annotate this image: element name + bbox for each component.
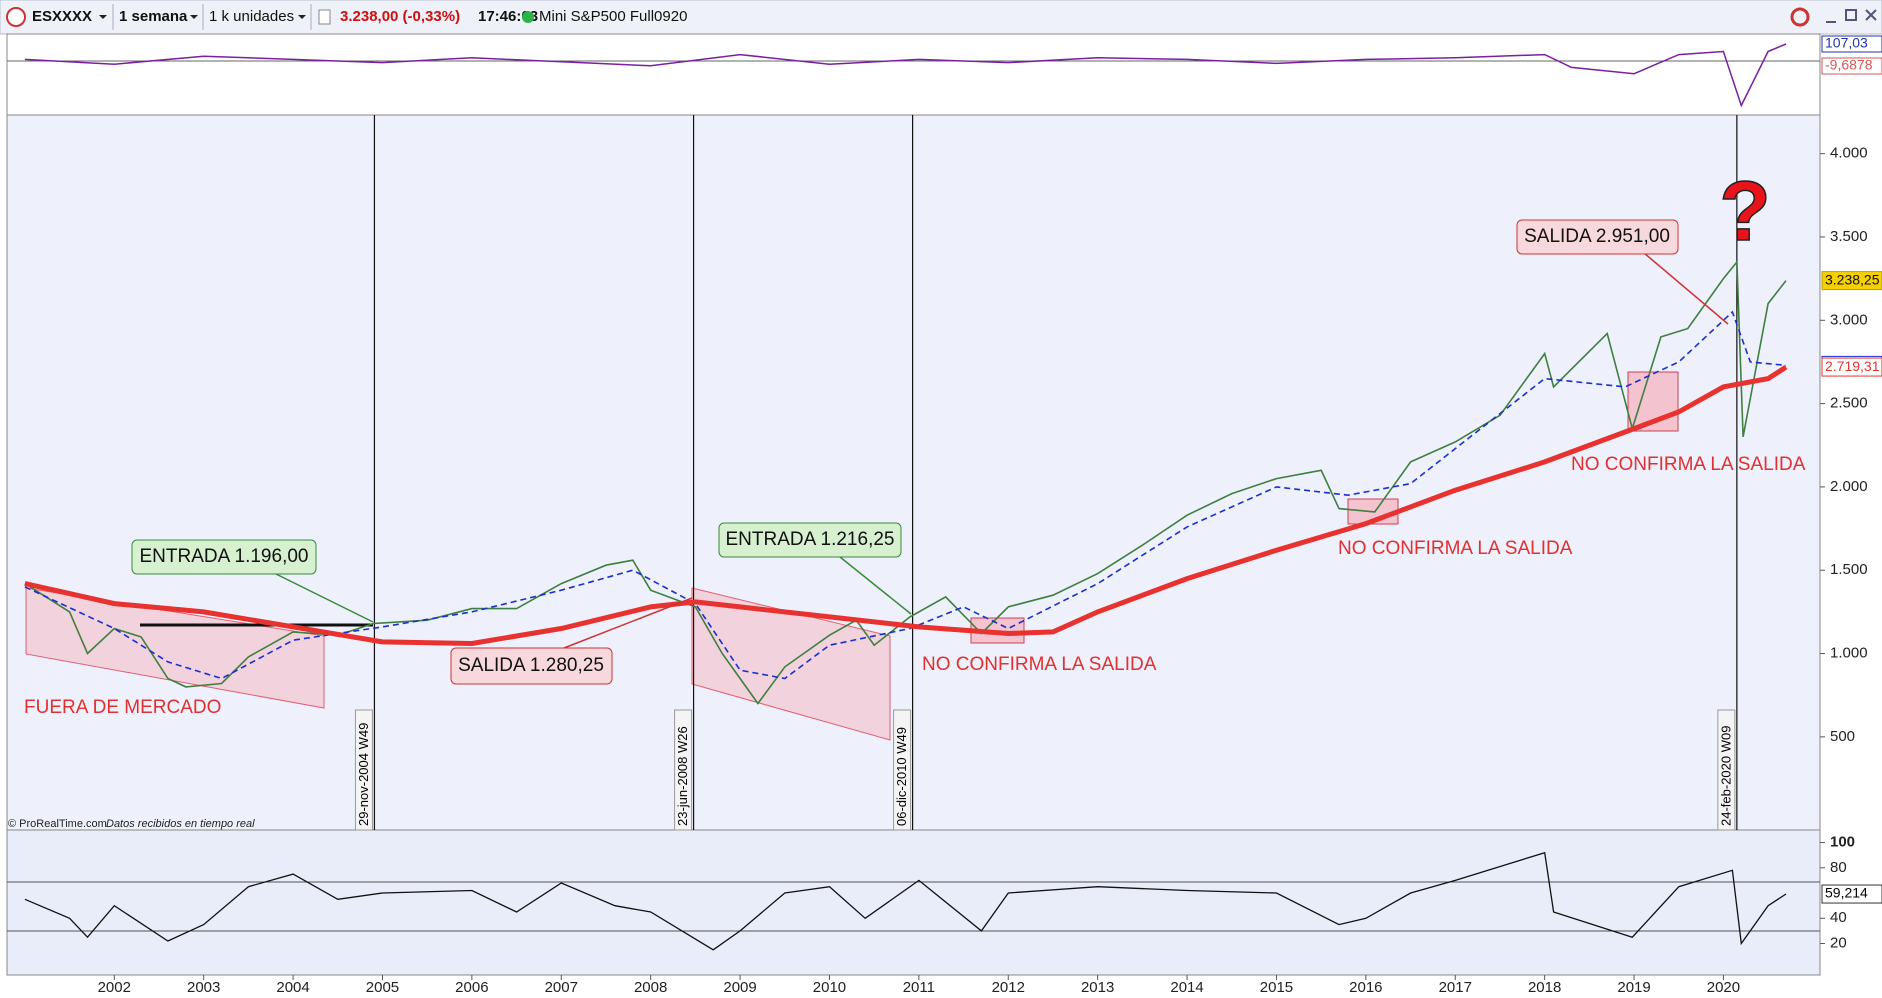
- status-dot: [522, 11, 534, 23]
- last-price: 3.238,00 (-0,33%): [340, 8, 460, 25]
- pointer: [1643, 252, 1729, 325]
- y-tick-label: 2.000: [1830, 478, 1868, 495]
- x-tick-label: 2018: [1528, 979, 1561, 996]
- x-tick-label: 2019: [1617, 979, 1650, 996]
- x-tick-label: 2017: [1439, 979, 1472, 996]
- rsi-line: [24, 851, 1787, 951]
- data-note: Datos recibidos en tiempo real: [106, 818, 255, 830]
- last-value-label: 3.238,25: [1825, 271, 1880, 287]
- copyright: © ProRealTime.com: [8, 818, 107, 830]
- rsi-tick-label: 100: [1830, 834, 1855, 851]
- event-label: 29-nov-2004 W49: [356, 723, 371, 826]
- x-tick-label: 2014: [1170, 979, 1203, 996]
- annotation: FUERA DE MERCADO: [24, 697, 221, 718]
- price-line: [24, 364, 1788, 647]
- app-icon[interactable]: [6, 7, 26, 27]
- window-controls[interactable]: [1826, 9, 1877, 23]
- y-tick-label: 1.000: [1830, 645, 1868, 662]
- oscillator-value-box: [1821, 57, 1882, 75]
- info-icon[interactable]: [318, 9, 331, 25]
- x-tick-label: 2016: [1349, 979, 1382, 996]
- annotation: ENTRADA 1.216,25: [726, 529, 895, 550]
- annotation-box: [1516, 219, 1679, 255]
- y-tick-label: 3.000: [1830, 311, 1868, 328]
- x-tick-label: 2002: [98, 979, 131, 996]
- y-tick-label: 500: [1830, 728, 1855, 745]
- pointer: [563, 597, 693, 649]
- last-value-box: [1821, 271, 1882, 291]
- y-tick-label: 2.500: [1830, 395, 1868, 412]
- event-label-bg: [893, 709, 912, 831]
- clock: 17:46:03: [478, 8, 538, 25]
- annotation: NO CONFIRMA LA SALIDA: [1571, 454, 1806, 475]
- instrument-name: Mini S&P500 Full0920: [539, 8, 687, 25]
- dropdown-arrow: [298, 15, 306, 19]
- annotation: SALIDA 2.951,00: [1524, 226, 1670, 247]
- event-label-bg: [354, 709, 373, 831]
- plot: 2002 2003 2004 2005 2006 2007 2008 2009 2010 2011…: [24, 35, 1882, 996]
- rsi-tick-label: 40: [1830, 909, 1847, 926]
- last-value-box: [1821, 357, 1882, 377]
- y-tick-label: 1.500: [1830, 561, 1868, 578]
- x-tick-label: 2005: [366, 979, 399, 996]
- x-tick-label: 2020: [1707, 979, 1740, 996]
- channel: [25, 587, 325, 709]
- sync-icon[interactable]: [1790, 7, 1810, 27]
- period[interactable]: 1 semana: [119, 8, 188, 25]
- dropdown-arrow: [190, 15, 198, 19]
- rsi-tick-label: 20: [1830, 934, 1847, 951]
- annotation-box: [131, 539, 317, 575]
- x-tick-label: 2004: [276, 979, 309, 996]
- x-tick-label: 2006: [455, 979, 488, 996]
- x-tick-label: 2009: [723, 979, 756, 996]
- pointer: [839, 556, 912, 615]
- event-label: 06-dic-2010 W49: [894, 727, 909, 826]
- event-label-bg: [1717, 709, 1736, 831]
- annotation: ENTRADA 1.196,00: [140, 546, 309, 567]
- oscillator-value: -9,6878: [1825, 57, 1873, 73]
- x-tick-label: 2003: [187, 979, 220, 996]
- event-label: 24-feb-2020 W09: [1718, 726, 1733, 826]
- rsi-value-box: [1821, 884, 1882, 904]
- oscillator-line: [24, 43, 1787, 108]
- annotation-box: [718, 522, 902, 558]
- pointer: [275, 573, 374, 623]
- event-label-bg: [674, 709, 693, 831]
- annotation: NO CONFIRMA LA SALIDA: [1338, 538, 1573, 559]
- oscillator-value-box: [1821, 35, 1882, 53]
- price-line: [24, 259, 1787, 705]
- annotation: NO CONFIRMA LA SALIDA: [922, 654, 1157, 675]
- question-mark: ?: [1719, 164, 1770, 258]
- last-value-label: 2.719,31: [1825, 358, 1880, 374]
- rsi-tick-label: 80: [1830, 859, 1847, 876]
- oscillator-value: 107,03: [1825, 35, 1868, 51]
- dropdown-arrow: [99, 15, 107, 19]
- x-tick-label: 2011: [903, 979, 935, 996]
- annotation-box: [450, 647, 613, 685]
- channel: [691, 587, 891, 741]
- x-tick-label: 2008: [634, 979, 667, 996]
- symbol[interactable]: ESXXXX: [32, 8, 92, 25]
- x-tick-label: 2012: [992, 979, 1025, 996]
- rsi-value: 59,214: [1825, 885, 1868, 901]
- y-tick-label: 4.000: [1830, 145, 1868, 162]
- x-tick-label: 2010: [813, 979, 846, 996]
- y-tick-label: 3.500: [1830, 228, 1868, 245]
- rsi-panel: [6, 829, 1821, 976]
- annotation: SALIDA 1.280,25: [458, 655, 604, 676]
- oscillator-panel: [6, 33, 1821, 116]
- units[interactable]: 1 k unidades: [209, 8, 294, 25]
- event-label: 23-jun-2008 W26: [675, 726, 690, 826]
- x-tick-label: 2007: [545, 979, 578, 996]
- x-tick-label: 2015: [1260, 979, 1293, 996]
- x-tick-label: 2013: [1081, 979, 1114, 996]
